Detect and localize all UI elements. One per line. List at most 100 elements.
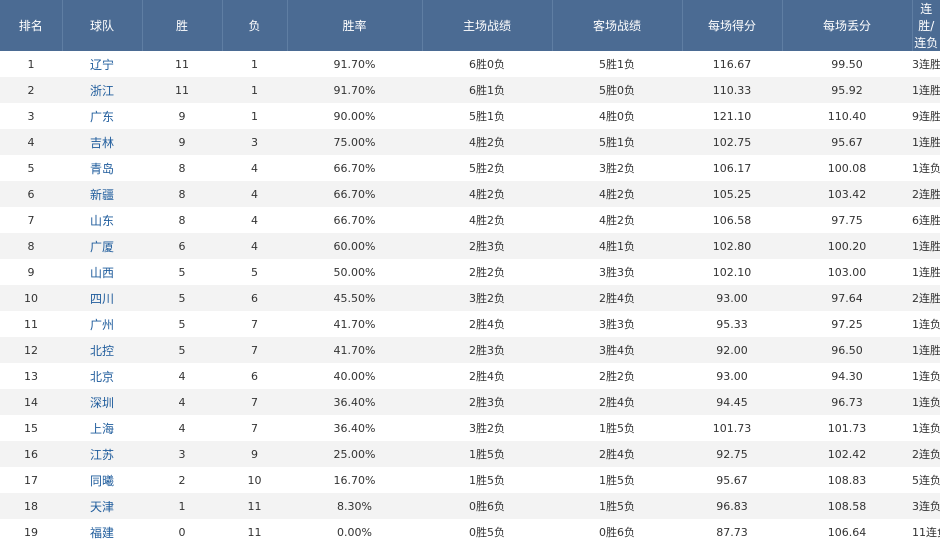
team-link[interactable]: 广厦	[89, 239, 114, 254]
team-link[interactable]: 深圳	[89, 395, 114, 410]
header-rank[interactable]: 排名	[0, 0, 63, 51]
cell-streak: 9连胜	[912, 110, 940, 123]
team-link[interactable]: 同曦	[89, 473, 114, 488]
cell-rank: 4	[27, 135, 35, 149]
cell-losses: 7	[251, 421, 258, 435]
cell-losses: 7	[251, 395, 258, 409]
table-row: 5 青岛 8 4 66.70% 5胜2负 3胜2负 106.17 100.08 1连负	[0, 155, 940, 181]
header-points-per-game[interactable]: 每场得分	[682, 0, 783, 51]
team-link[interactable]: 吉林	[89, 135, 114, 150]
cell-points-per-game: 95.67	[716, 473, 748, 487]
cell-away-record: 2胜2负	[599, 370, 635, 383]
cell-away-record: 3胜4负	[599, 344, 635, 357]
team-link[interactable]: 天津	[89, 499, 114, 514]
cell-wins: 3	[178, 447, 186, 461]
header-wins[interactable]: 胜	[142, 0, 223, 51]
cell-team: 山西	[62, 259, 142, 285]
cell-rank: 19	[24, 525, 38, 539]
header-away-record[interactable]: 客场战绩	[552, 0, 683, 51]
team-link[interactable]: 山西	[89, 265, 114, 280]
table-row: 11 广州 5 7 41.70% 2胜4负 3胜3负 95.33 97.25 1连负	[0, 311, 940, 337]
team-link[interactable]: 北京	[89, 369, 114, 384]
cell-home-record: 2胜4负	[469, 318, 505, 331]
cell-wins: 4	[178, 421, 186, 435]
cell-losses: 6	[251, 369, 258, 383]
cell-wins: 4	[178, 369, 186, 383]
cell-points-per-game: 116.67	[712, 57, 752, 71]
team-link[interactable]: 广东	[89, 109, 114, 124]
table-row: 12 北控 5 7 41.70% 2胜3负 3胜4负 92.00 96.50 1连胜	[0, 337, 940, 363]
header-home-record[interactable]: 主场战绩	[422, 0, 553, 51]
cell-points-allowed: 96.73	[831, 395, 863, 409]
cell-points-per-game: 110.33	[712, 83, 752, 97]
header-losses[interactable]: 负	[222, 0, 288, 51]
header-row: 排名 球队 胜 负 胜率 主场战绩 客场战绩 每场得分 每场丢分 连胜/连负	[0, 0, 940, 51]
cell-wins: 9	[178, 109, 186, 123]
team-link[interactable]: 江苏	[89, 447, 114, 462]
cell-win-pct: 91.70%	[333, 83, 376, 97]
cell-losses: 1	[251, 109, 258, 123]
header-team[interactable]: 球队	[62, 0, 143, 51]
cell-rank: 2	[27, 83, 35, 97]
header-win-pct[interactable]: 胜率	[287, 0, 423, 51]
cell-wins: 8	[178, 187, 186, 201]
cell-points-allowed: 108.83	[827, 473, 867, 487]
cell-points-allowed: 108.58	[827, 499, 867, 513]
table-row: 8 广厦 6 4 60.00% 2胜3负 4胜1负 102.80 100.20 1连胜	[0, 233, 940, 259]
cell-points-per-game: 95.33	[716, 317, 748, 331]
table-header: 排名 球队 胜 负 胜率 主场战绩 客场战绩 每场得分 每场丢分 连胜/连负	[0, 0, 940, 51]
cell-points-allowed: 99.50	[831, 57, 863, 71]
cell-points-per-game: 106.58	[712, 213, 752, 227]
header-points-allowed[interactable]: 每场丢分	[782, 0, 913, 51]
cell-points-per-game: 96.83	[716, 499, 748, 513]
cell-points-per-game: 101.73	[712, 421, 752, 435]
cell-away-record: 5胜1负	[599, 58, 635, 71]
cell-win-pct: 90.00%	[333, 109, 376, 123]
team-link[interactable]: 广州	[89, 317, 114, 332]
cell-losses: 1	[251, 83, 258, 97]
table-row: 14 深圳 4 7 36.40% 2胜3负 2胜4负 94.45 96.73 1连负	[0, 389, 940, 415]
cell-rank: 8	[27, 239, 35, 253]
table-row: 1 辽宁 11 1 91.70% 6胜0负 5胜1负 116.67 99.50 3连胜	[0, 51, 940, 77]
cell-rank: 9	[27, 265, 35, 279]
cell-home-record: 1胜5负	[469, 474, 505, 487]
team-link[interactable]: 辽宁	[89, 57, 114, 72]
table-row: 9 山西 5 5 50.00% 2胜2负 3胜3负 102.10 103.00 1连胜	[0, 259, 940, 285]
cell-rank: 3	[27, 109, 35, 123]
team-link[interactable]: 青岛	[89, 161, 114, 176]
cell-win-pct: 66.70%	[333, 161, 376, 175]
cell-losses: 9	[251, 447, 258, 461]
team-link[interactable]: 上海	[89, 421, 114, 436]
team-link[interactable]: 新疆	[89, 187, 114, 202]
cell-rank: 7	[27, 213, 35, 227]
table-row: 16 江苏 3 9 25.00% 1胜5负 2胜4负 92.75 102.42 2连负	[0, 441, 940, 467]
cell-team: 天津	[62, 493, 142, 519]
cell-team: 同曦	[62, 467, 142, 493]
cell-streak: 2连胜	[912, 292, 940, 305]
cell-losses: 3	[251, 135, 258, 149]
cell-away-record: 4胜2负	[599, 188, 635, 201]
cell-points-per-game: 102.75	[712, 135, 752, 149]
cell-losses: 4	[251, 161, 258, 175]
team-link[interactable]: 福建	[89, 525, 114, 540]
cell-team: 深圳	[62, 389, 142, 415]
team-link[interactable]: 四川	[89, 291, 114, 306]
header-streak[interactable]: 连胜/连负	[914, 2, 939, 50]
cell-wins: 4	[178, 395, 186, 409]
team-link[interactable]: 山东	[89, 213, 114, 228]
cell-points-per-game: 102.80	[712, 239, 752, 253]
cell-away-record: 4胜0负	[599, 110, 635, 123]
team-link[interactable]: 浙江	[89, 83, 114, 98]
cell-win-pct: 0.00%	[337, 525, 372, 539]
cell-team: 广东	[62, 103, 142, 129]
cell-home-record: 2胜3负	[469, 240, 505, 253]
cell-away-record: 0胜6负	[599, 526, 635, 539]
cell-team: 广厦	[62, 233, 142, 259]
cell-team: 江苏	[62, 441, 142, 467]
team-link[interactable]: 北控	[89, 343, 114, 358]
cell-rank: 14	[24, 395, 38, 409]
cell-away-record: 1胜5负	[599, 422, 635, 435]
cell-streak: 1连胜	[912, 266, 940, 279]
cell-win-pct: 41.70%	[333, 317, 376, 331]
cell-home-record: 2胜4负	[469, 370, 505, 383]
